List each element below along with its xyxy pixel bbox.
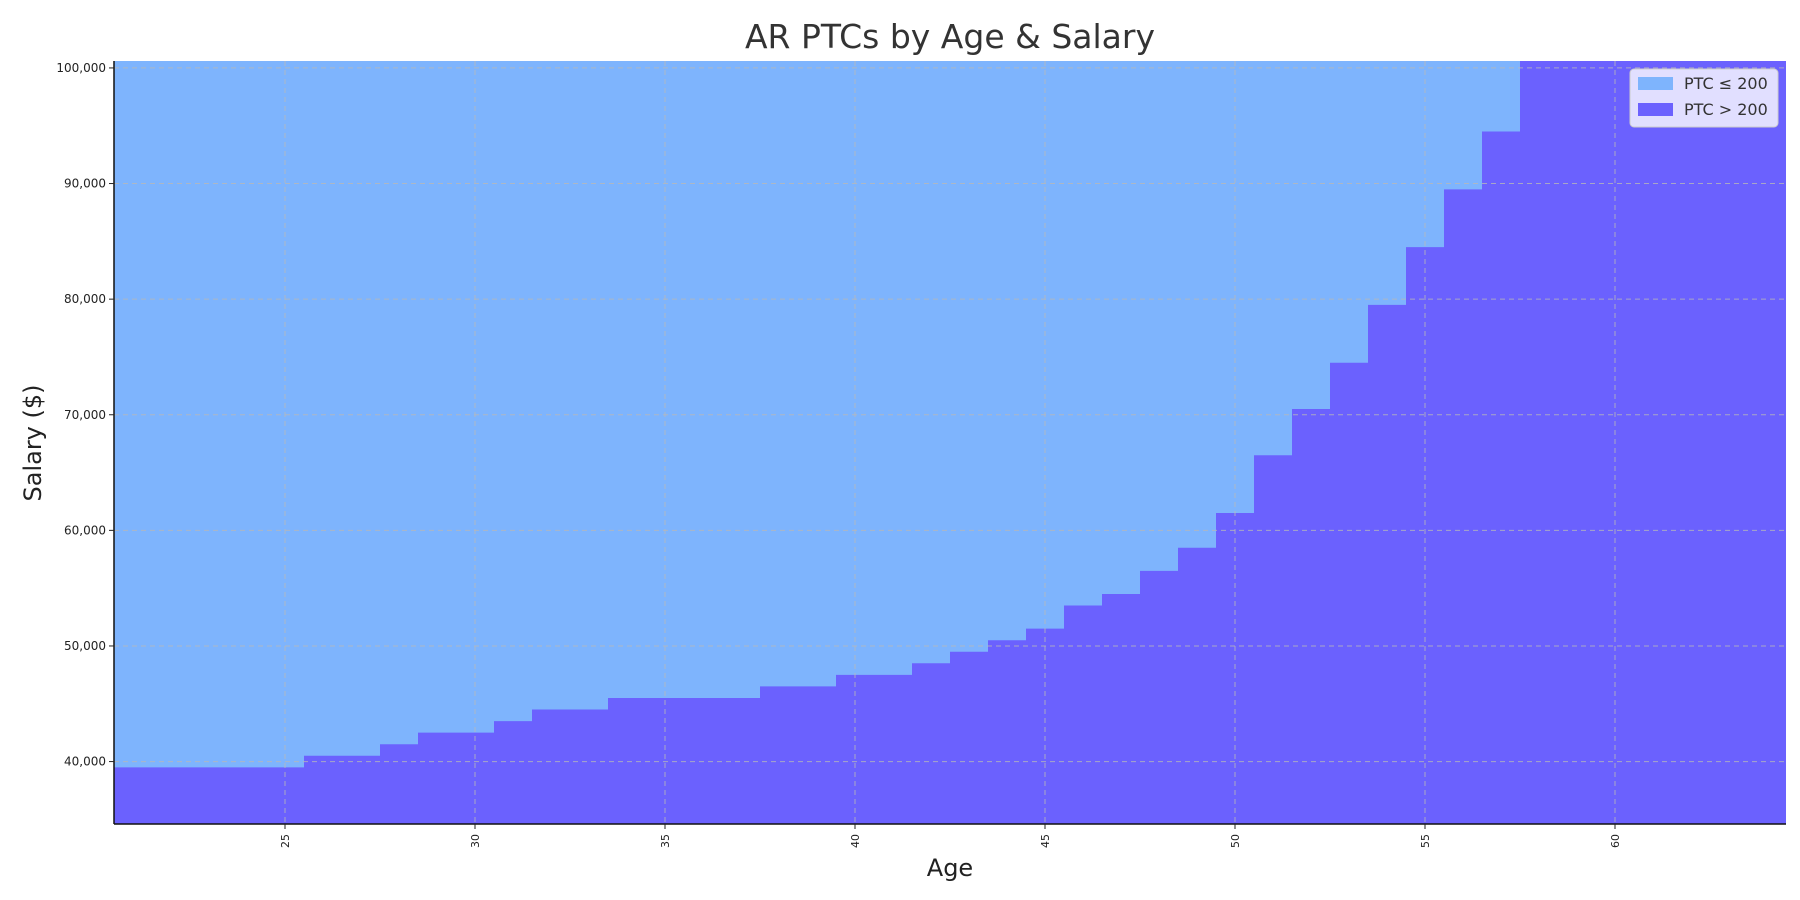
x-tick-label: 25: [279, 834, 292, 848]
y-tick-label: 80,000: [64, 292, 106, 306]
x-tick-label: 40: [849, 834, 862, 848]
x-tick-label: 45: [1039, 834, 1052, 848]
legend-swatch-ptc-high: [1638, 103, 1673, 116]
x-axis-label: Age: [927, 854, 973, 882]
ticks: 25 30 35 40 45 50 55 60 40,000 50,000 60,000 70,000…: [56, 61, 1622, 848]
x-tick-label: 30: [469, 834, 482, 848]
x-tick-label: 50: [1229, 834, 1242, 848]
y-tick-label: 70,000: [64, 408, 106, 422]
y-tick-label: 90,000: [64, 177, 106, 191]
legend-label-ptc-low: PTC ≤ 200: [1684, 74, 1768, 93]
plot-area: [114, 61, 1786, 824]
y-tick-label: 40,000: [64, 755, 106, 769]
x-tick-label: 55: [1419, 834, 1432, 848]
axes: [113, 61, 1786, 825]
y-axis-label: Salary ($): [19, 384, 47, 501]
legend-label-ptc-high: PTC > 200: [1684, 100, 1768, 119]
chart-title: AR PTCs by Age & Salary: [745, 17, 1155, 56]
x-tick-label: 35: [659, 834, 672, 848]
legend-swatch-ptc-low: [1638, 77, 1673, 90]
legend: PTC ≤ 200 PTC > 200: [1629, 68, 1779, 128]
y-tick-label: 60,000: [64, 523, 106, 537]
y-tick-label: 100,000: [56, 61, 106, 75]
y-tick-label: 50,000: [64, 639, 106, 653]
area-ptc-high: [114, 61, 1786, 824]
x-tick-label: 60: [1609, 834, 1622, 848]
grid: [114, 61, 1786, 824]
